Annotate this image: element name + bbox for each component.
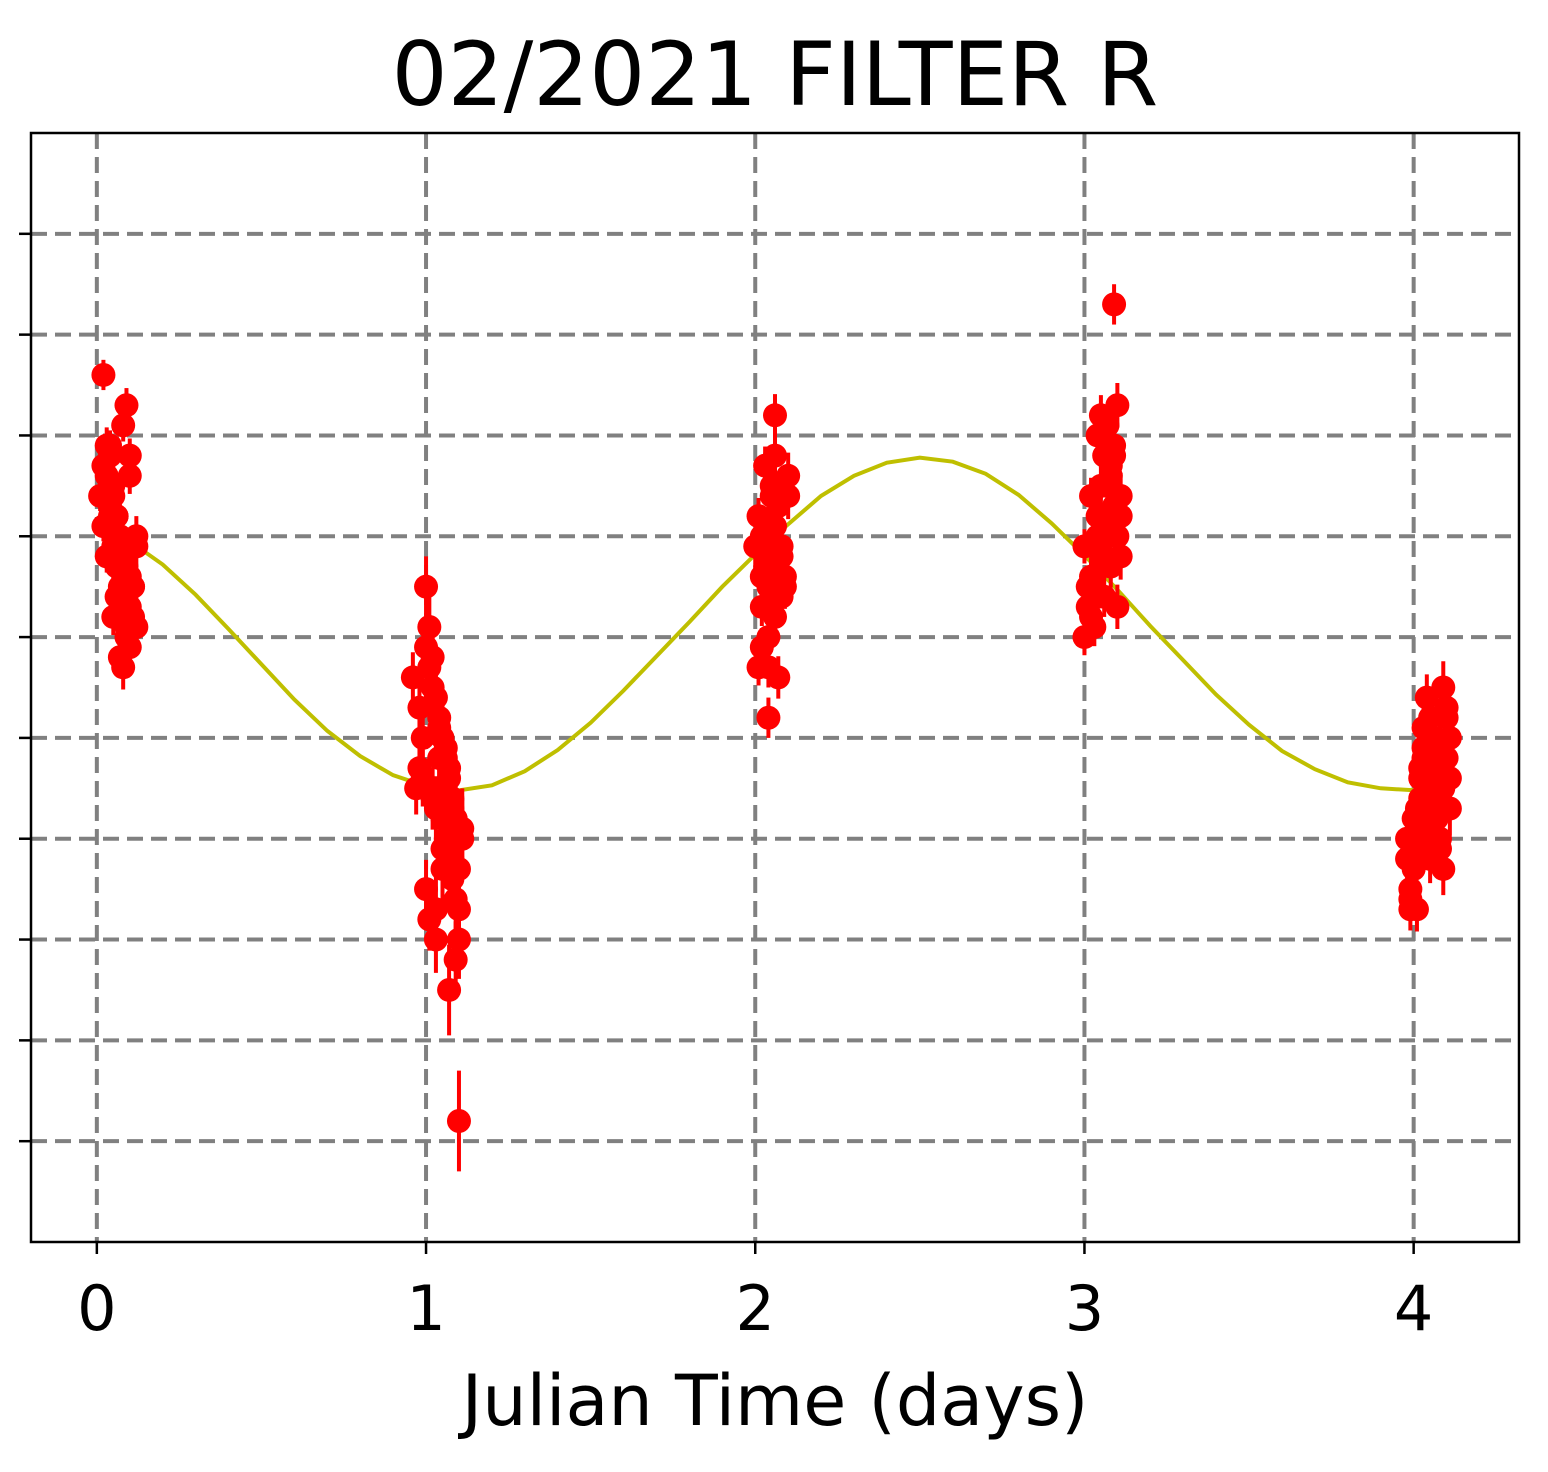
- data-point: [407, 695, 432, 720]
- data-point: [749, 564, 774, 589]
- data-point: [776, 483, 801, 508]
- data-point: [117, 443, 142, 468]
- data-point: [430, 856, 455, 881]
- data-point: [446, 1109, 471, 1134]
- data-point: [124, 524, 149, 549]
- data-point: [446, 897, 471, 922]
- data-point: [1411, 735, 1436, 760]
- data-point: [107, 554, 132, 579]
- x-axis-label: Julian Time (days): [458, 1360, 1089, 1442]
- data-point: [111, 413, 136, 438]
- data-point: [1437, 796, 1462, 821]
- data-point: [1092, 524, 1117, 549]
- data-point: [437, 977, 462, 1002]
- data-point: [104, 504, 129, 529]
- data-point: [414, 877, 439, 902]
- x-ticks: 0 1 2 3 4: [19, 232, 1433, 1345]
- data-point: [1085, 584, 1110, 609]
- data-point: [1102, 292, 1127, 317]
- data-point: [753, 453, 778, 478]
- data-point: [1108, 504, 1133, 529]
- data-point: [423, 897, 448, 922]
- data-point: [114, 393, 139, 418]
- data-point: [763, 403, 787, 428]
- data-point: [417, 615, 442, 640]
- data-point: [117, 463, 142, 488]
- data-point: [1085, 423, 1110, 448]
- data-point: [1431, 675, 1456, 700]
- data-point: [1095, 473, 1120, 498]
- data-point: [114, 615, 139, 640]
- x-tick-label: 3: [1065, 1272, 1104, 1345]
- data-point: [769, 534, 794, 559]
- data-point: [121, 574, 146, 599]
- data-point: [763, 604, 787, 629]
- x-tick-label: 0: [77, 1272, 116, 1345]
- data-point: [756, 705, 781, 730]
- data-point: [101, 483, 126, 508]
- chart-title: 02/2021 FILTER R: [392, 23, 1159, 126]
- data-point: [437, 756, 462, 781]
- data-point: [107, 645, 132, 670]
- data-point: [772, 574, 797, 599]
- plot-frame: [29, 131, 1521, 1244]
- data-point: [1418, 705, 1443, 730]
- data-point: [1102, 443, 1127, 468]
- x-tick-label: 2: [736, 1272, 775, 1345]
- data-point: [91, 362, 116, 387]
- data-point: [1427, 735, 1452, 760]
- x-tick-label: 4: [1394, 1272, 1433, 1345]
- data-point: [98, 433, 123, 458]
- data-point: [1398, 897, 1423, 922]
- data-point: [420, 675, 445, 700]
- data-point: [1431, 856, 1456, 881]
- data-point: [417, 655, 442, 680]
- data-point: [414, 574, 439, 599]
- data-point: [1098, 554, 1123, 579]
- x-tick-label: 1: [406, 1272, 445, 1345]
- data-point: [1072, 534, 1097, 559]
- data-point: [1414, 826, 1439, 851]
- data-point: [1408, 766, 1433, 791]
- data-point: [766, 665, 791, 690]
- data-point: [746, 655, 771, 680]
- data-point: [427, 776, 452, 801]
- data-points-layer: [88, 284, 1462, 1172]
- data-point: [414, 635, 439, 660]
- data-point: [1105, 594, 1130, 619]
- data-point: [1395, 846, 1420, 871]
- data-point: [1088, 403, 1113, 428]
- data-point: [759, 483, 784, 508]
- data-point: [423, 796, 448, 821]
